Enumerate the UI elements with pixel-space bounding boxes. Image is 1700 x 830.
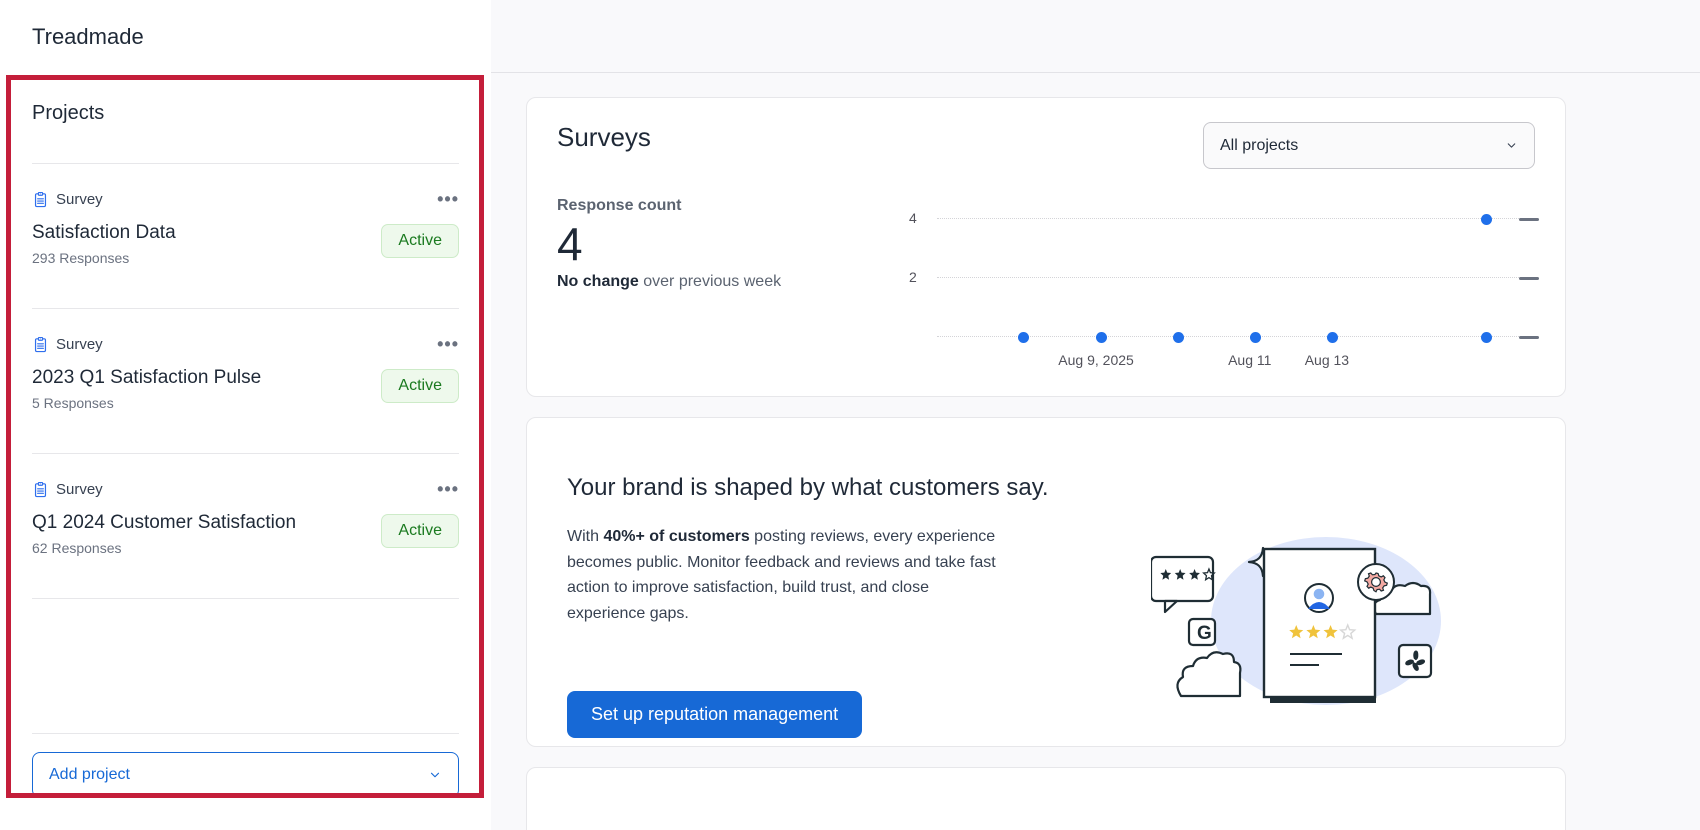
svg-text:G: G bbox=[1197, 623, 1212, 644]
